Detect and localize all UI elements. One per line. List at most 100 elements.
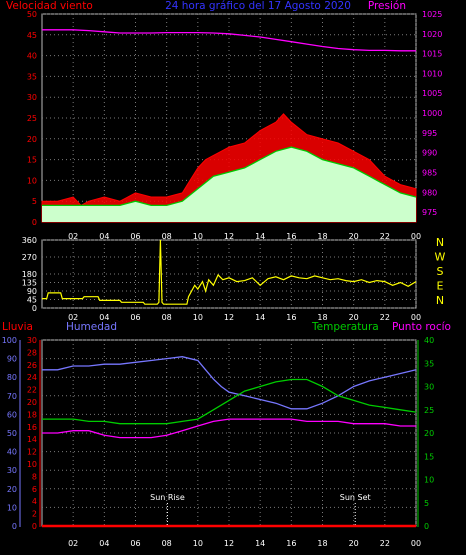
temperature-tick-label: 20 (424, 429, 434, 438)
direction-tick-label: 360 (22, 236, 37, 245)
time-tick-label: 12 (224, 232, 234, 241)
time-tick-label: 02 (68, 539, 78, 548)
time-tick-label: 20 (349, 232, 359, 241)
temperature-tick-label: 0 (424, 522, 429, 531)
pressure-tick-label: 990 (422, 149, 437, 158)
pressure-tick-label: 1025 (422, 10, 442, 19)
compass-label: E (437, 280, 444, 293)
rain-tick-label: 2 (32, 510, 37, 519)
temperature-ticks: 0 5 10 15 20 25 30 35 40 (424, 336, 434, 531)
humidity-tick-label: 100 (2, 336, 17, 345)
pressure-tick-label: 1015 (422, 50, 442, 59)
rain-tick-label: 20 (27, 398, 37, 407)
wind-speed-axis-title: Velocidad viento (6, 0, 93, 12)
rain-tick-label: 16 (27, 423, 37, 432)
wind-pressure-panel: Velocidad viento 24 hora gráfico del 17 … (6, 0, 442, 241)
rain-tick-label: 4 (32, 497, 37, 506)
time-tick-label: 20 (349, 313, 359, 322)
time-tick-label: 08 (162, 232, 172, 241)
time-tick-label: 00 (411, 539, 421, 548)
chart-title: 24 hora gráfico del 17 Agosto 2020 (165, 0, 351, 12)
rain-tick-label: 14 (27, 435, 37, 444)
humidity-tick-label: 20 (7, 485, 17, 494)
time-tick-label: 16 (286, 539, 296, 548)
temperature-axis-title: Temperatura (311, 321, 379, 333)
wind-speed-tick-label: 25 (27, 114, 37, 123)
temperature-tick-label: 5 (424, 499, 429, 508)
time-tick-label: 14 (255, 313, 265, 322)
time-tick-label: 00 (411, 232, 421, 241)
sun-marker-label: Sun Set (340, 493, 371, 502)
temperature-line (42, 378, 417, 425)
temperature-tick-label: 35 (424, 359, 434, 368)
time-tick-label: 10 (193, 313, 203, 322)
wind-average-series (42, 146, 417, 222)
wind-average-line (42, 146, 417, 207)
climate-series (42, 356, 417, 528)
compass-label: N (436, 236, 444, 249)
time-tick-label: 18 (317, 539, 327, 548)
sun-marker-label: Sun Rise (150, 493, 185, 502)
time-tick-label: 08 (162, 539, 172, 548)
rain-tick-label: 0 (32, 522, 37, 531)
pressure-series (42, 29, 416, 52)
time-tick-label: 00 (411, 313, 421, 322)
direction-tick-label: 135 (22, 279, 37, 288)
time-tick-label: 06 (130, 539, 140, 548)
rain-tick-label: 30 (27, 336, 37, 345)
wind-speed-tick-label: 50 (27, 10, 37, 19)
sun-annotations: Sun Rise Sun Set (150, 493, 371, 526)
pressure-tick-label: 985 (422, 168, 437, 177)
temperature-tick-label: 30 (424, 383, 434, 392)
humidity-tick-label: 70 (7, 392, 17, 401)
rain-tick-label: 22 (27, 386, 37, 395)
time-tick-label: 04 (99, 313, 109, 322)
pressure-tick-label: 1010 (422, 69, 442, 78)
direction-tick-label: 180 (22, 270, 37, 279)
direction-time-ticks: 02 04 06 08 10 12 14 16 18 20 22 00 (68, 313, 421, 322)
wind-speed-tick-label: 0 (32, 218, 37, 227)
pressure-line (42, 29, 416, 52)
pressure-tick-label: 995 (422, 129, 437, 138)
wind-speed-ticks: 0 5 10 15 20 25 30 35 40 45 50 (27, 10, 37, 227)
compass-label: S (437, 265, 444, 278)
time-tick-label: 02 (68, 313, 78, 322)
humidity-tick-label: 90 (7, 355, 17, 364)
pressure-tick-label: 975 (422, 208, 437, 217)
rain-tick-label: 24 (27, 373, 37, 382)
rain-tick-label: 28 (27, 348, 37, 357)
humidity-axis-title: Humedad (66, 321, 117, 333)
humidity-tick-label: 80 (7, 373, 17, 382)
dewpoint-line (42, 418, 416, 439)
compass-label: N (436, 294, 444, 307)
time-tick-label: 10 (193, 539, 203, 548)
time-tick-label: 06 (130, 232, 140, 241)
rain-tick-label: 6 (32, 485, 37, 494)
temperature-tick-label: 15 (424, 452, 434, 461)
pressure-axis-title: Presión (368, 0, 406, 12)
rain-axis-title: Lluvia (2, 321, 33, 333)
time-tick-label: 12 (224, 313, 234, 322)
rain-tick-label: 8 (32, 472, 37, 481)
time-tick-label: 10 (193, 232, 203, 241)
pressure-ticks: 975 980 985 990 995 1000 1005 1010 1015 1020 1025 (422, 10, 442, 217)
wind-time-ticks: 02 04 06 08 10 12 14 16 18 20 22 00 (68, 232, 421, 241)
time-tick-label: 20 (349, 539, 359, 548)
wind-speed-tick-label: 20 (27, 135, 37, 144)
time-tick-label: 16 (286, 232, 296, 241)
wind-average-area (42, 147, 416, 222)
pressure-tick-label: 1000 (422, 109, 442, 118)
time-tick-label: 06 (130, 313, 140, 322)
time-tick-label: 12 (224, 539, 234, 548)
wind-speed-tick-label: 5 (32, 197, 37, 206)
wind-speed-tick-label: 40 (27, 52, 37, 61)
humidity-tick-label: 50 (7, 429, 17, 438)
wind-grid (42, 13, 417, 223)
direction-line (42, 239, 417, 305)
humidity-line (42, 356, 417, 410)
wind-speed-tick-label: 35 (27, 72, 37, 81)
temperature-tick-label: 25 (424, 406, 434, 415)
temperature-tick-label: 40 (424, 336, 434, 345)
time-tick-label: 22 (380, 232, 390, 241)
